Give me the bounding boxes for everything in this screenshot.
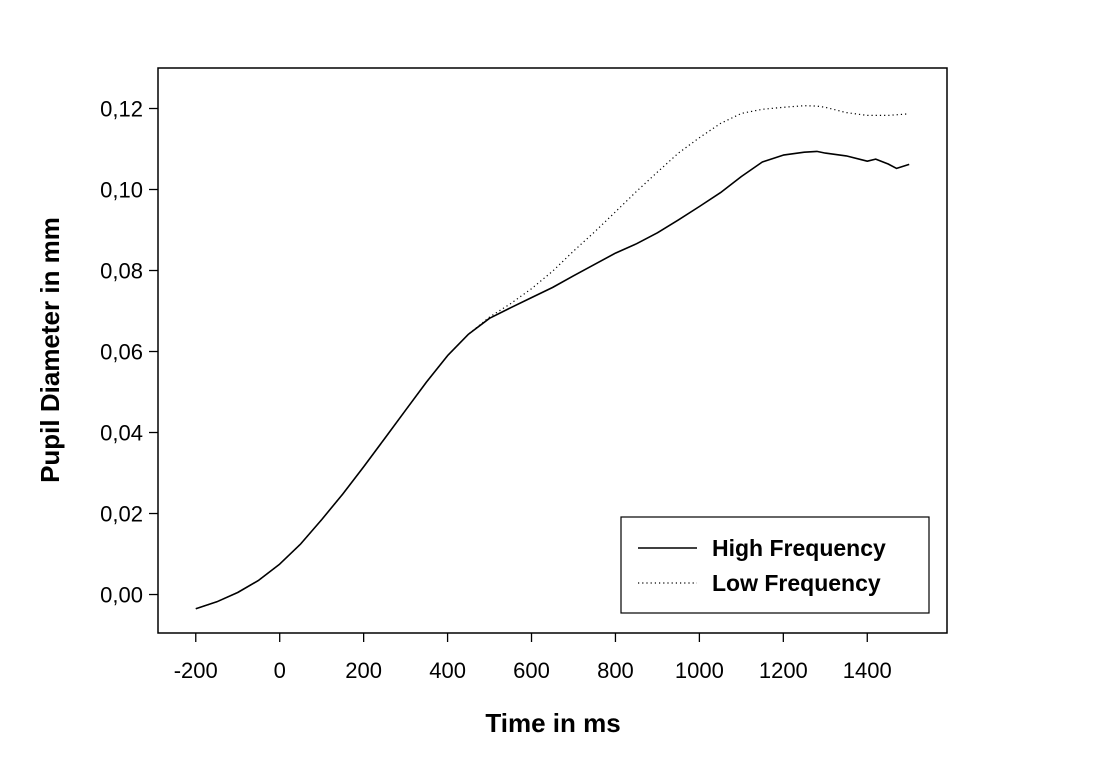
y-tick-label: 0,10 [100, 178, 143, 203]
y-tick-label: 0,04 [100, 421, 143, 446]
y-tick-label: 0,08 [100, 259, 143, 284]
legend-box [620, 516, 930, 614]
legend-label-high-frequency: High Frequency [712, 535, 886, 561]
x-tick-label: 1200 [759, 658, 808, 683]
x-tick-label: 400 [429, 658, 466, 683]
series-line-low-frequency [195, 105, 910, 610]
legend: High Frequency Low Frequency [620, 516, 930, 614]
x-tick-label: 1400 [843, 658, 892, 683]
y-axis: 0,00 0,02 0,04 0,06 0,08 0,10 0,12 [100, 97, 158, 608]
x-tick-label: -200 [174, 658, 218, 683]
x-tick-label: 200 [345, 658, 382, 683]
y-tick-label: 0,02 [100, 502, 143, 527]
y-tick-label: 0,06 [100, 340, 143, 365]
x-axis-title: Time in ms [485, 708, 620, 738]
series-layer [195, 105, 910, 610]
plot-frame [157, 67, 948, 634]
x-axis: -200 0 200 400 600 800 1000 1200 1400 [174, 633, 892, 683]
legend-label-low-frequency: Low Frequency [712, 570, 881, 596]
y-tick-label: 0,12 [100, 97, 143, 122]
x-tick-label: 600 [513, 658, 550, 683]
x-tick-label: 1000 [675, 658, 724, 683]
x-tick-label: 800 [597, 658, 634, 683]
x-tick-label: 0 [274, 658, 286, 683]
series-line-high-frequency [195, 150, 910, 610]
y-tick-label: 0,00 [100, 583, 143, 608]
y-axis-title: Pupil Diameter in mm [35, 217, 65, 483]
